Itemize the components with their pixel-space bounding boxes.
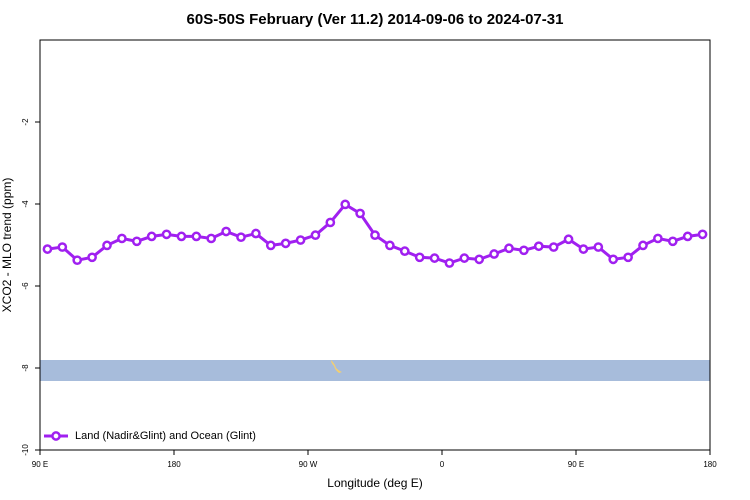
data-point (474, 254, 485, 265)
data-point (608, 254, 619, 265)
y-tick-label: -6 (21, 282, 30, 290)
data-point (251, 228, 261, 239)
x-axis-label: Longitude (deg E) (327, 476, 422, 490)
data-point (370, 230, 380, 241)
data-point (682, 231, 693, 242)
y-tick-label: -2 (21, 118, 30, 126)
data-point (161, 229, 172, 240)
x-tick-label: 180 (167, 460, 181, 469)
data-point (623, 252, 633, 263)
data-point (325, 217, 336, 228)
data-point (146, 231, 157, 242)
x-tick-label: 90 E (568, 460, 584, 469)
data-point (578, 244, 589, 254)
data-point (563, 234, 574, 245)
x-tick-label: 0 (440, 460, 445, 469)
y-tick-label: -8 (21, 364, 30, 372)
data-point (414, 252, 425, 263)
data-point (72, 255, 83, 266)
map-strip (40, 360, 710, 381)
data-point (206, 233, 217, 244)
y-axis-label: XCO2 - MLO trend (ppm) (0, 178, 14, 313)
data-point (310, 230, 321, 241)
data-point (340, 199, 351, 210)
plot-frame (39, 39, 711, 451)
chart-title: 60S-50S February (Ver 11.2) 2014-09-06 t… (187, 11, 564, 28)
data-point (221, 226, 231, 237)
data-point (504, 243, 514, 254)
data-point (638, 240, 648, 251)
data-point (42, 244, 53, 254)
data-point (489, 249, 499, 259)
data-point (57, 242, 68, 252)
x-tick-label: 90 E (32, 460, 48, 469)
data-point (519, 245, 529, 256)
data-point (280, 238, 291, 249)
data-point (593, 242, 604, 252)
y-tick-label: -4 (21, 200, 30, 208)
data-point (355, 208, 365, 219)
data-point (236, 232, 246, 243)
data-point (131, 236, 142, 247)
x-tick-label: 90 W (299, 460, 318, 469)
data-point (533, 241, 544, 252)
legend-marker (51, 431, 61, 441)
data-point (117, 233, 127, 244)
data-point (444, 258, 455, 268)
data-point (385, 240, 395, 251)
data-point (667, 236, 678, 247)
data-point (653, 233, 663, 244)
data-point (459, 253, 470, 263)
data-point (697, 229, 708, 240)
data-point (191, 231, 202, 242)
data-point (295, 235, 306, 245)
data-point (87, 252, 97, 263)
x-tick-label: 180 (703, 460, 717, 469)
data-point (265, 240, 276, 251)
data-point (548, 242, 559, 252)
y-tick-label: -10 (21, 444, 30, 456)
data-point (176, 231, 187, 242)
land-patch (331, 360, 342, 373)
data-point (429, 253, 440, 263)
data-point (102, 240, 112, 251)
legend-label: Land (Nadir&Glint) and Ocean (Glint) (75, 430, 256, 442)
data-point (399, 246, 410, 256)
